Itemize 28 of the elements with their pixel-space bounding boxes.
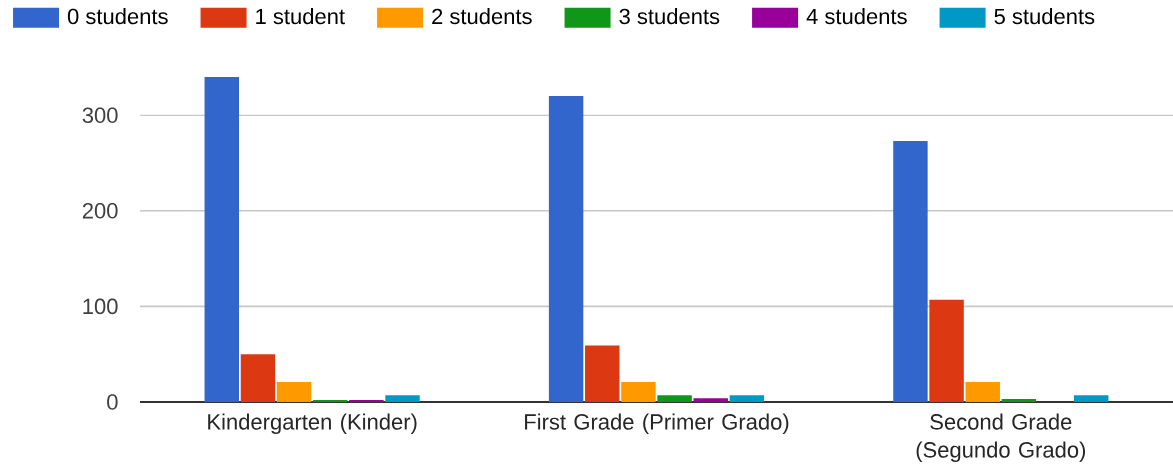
y-tick-label: 0 [107, 394, 118, 410]
bar [657, 395, 692, 402]
bar [729, 395, 765, 402]
legend-label: 2 students [432, 8, 532, 25]
bar [693, 398, 728, 402]
legend-label: 1 student [256, 8, 345, 25]
y-tick-label: 200 [82, 203, 118, 219]
bar [585, 345, 620, 402]
x-tick-label: Kindergarten (Kinder) [208, 413, 417, 435]
bar [385, 395, 420, 402]
y-tick-label: 300 [82, 107, 118, 124]
bar [1073, 395, 1109, 402]
bar [204, 76, 239, 402]
y-tick-label: 100 [83, 298, 118, 315]
bar [965, 381, 1000, 402]
bar [893, 141, 928, 402]
legend-label: 3 students [619, 8, 720, 25]
bar [621, 381, 656, 402]
legend-label: 5 students [994, 8, 1095, 25]
legend-label: 4 students [806, 8, 907, 25]
bar [548, 96, 584, 402]
legend-label: 0 students [67, 8, 168, 25]
bar [240, 354, 276, 402]
bar [929, 299, 964, 402]
x-tick-label: First Grade (Primer Grado) [525, 413, 789, 435]
bar [276, 381, 312, 402]
bar [1001, 399, 1037, 402]
x-tick-label: Second Grade (Segundo Grado) [916, 413, 1086, 463]
